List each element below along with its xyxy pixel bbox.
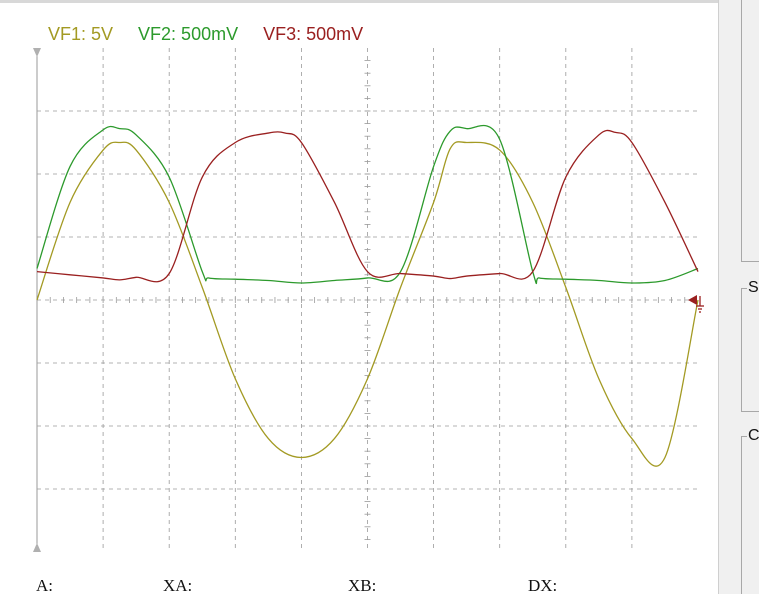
settings-group-c: C	[741, 427, 759, 594]
settings-group-s: S	[741, 279, 759, 412]
cursor-a-label: A:	[36, 576, 53, 594]
plot-markers	[688, 295, 704, 313]
channel-2-scale-label: VF2: 500mV	[138, 24, 239, 44]
channel-3-scale-label: VF3: 500mV	[263, 24, 364, 44]
trace-vf1	[36, 141, 699, 467]
settings-group-top	[741, 0, 759, 262]
cursor-dx-label: DX:	[528, 576, 558, 594]
settings-side-panel: S C	[718, 0, 759, 594]
bottom-scroll-marker	[33, 543, 41, 552]
trigger-level-marker	[688, 295, 697, 305]
trace-vf3	[36, 129, 699, 283]
settings-group-c-caption: C	[747, 427, 759, 445]
cursor-xa-label: XA:	[163, 576, 193, 594]
channel-1-scale-label: VF1: 5V	[48, 24, 114, 44]
trace-vf2	[36, 124, 699, 285]
center-axes	[33, 48, 698, 552]
channel-scale-labels: VF1: 5V VF2: 500mV VF3: 500mV	[48, 22, 383, 46]
scope-display-panel: VF1: 5V VF2: 500mV VF3: 500mV A: XA: XB:…	[0, 0, 718, 594]
settings-group-s-caption: S	[747, 279, 759, 297]
cursor-readout-bar: A: XA: XB: DX:	[0, 574, 718, 594]
waveform-plot[interactable]	[0, 3, 718, 574]
cursor-xb-label: XB:	[348, 576, 377, 594]
waveform-traces	[36, 124, 699, 467]
top-scroll-marker	[33, 48, 41, 57]
